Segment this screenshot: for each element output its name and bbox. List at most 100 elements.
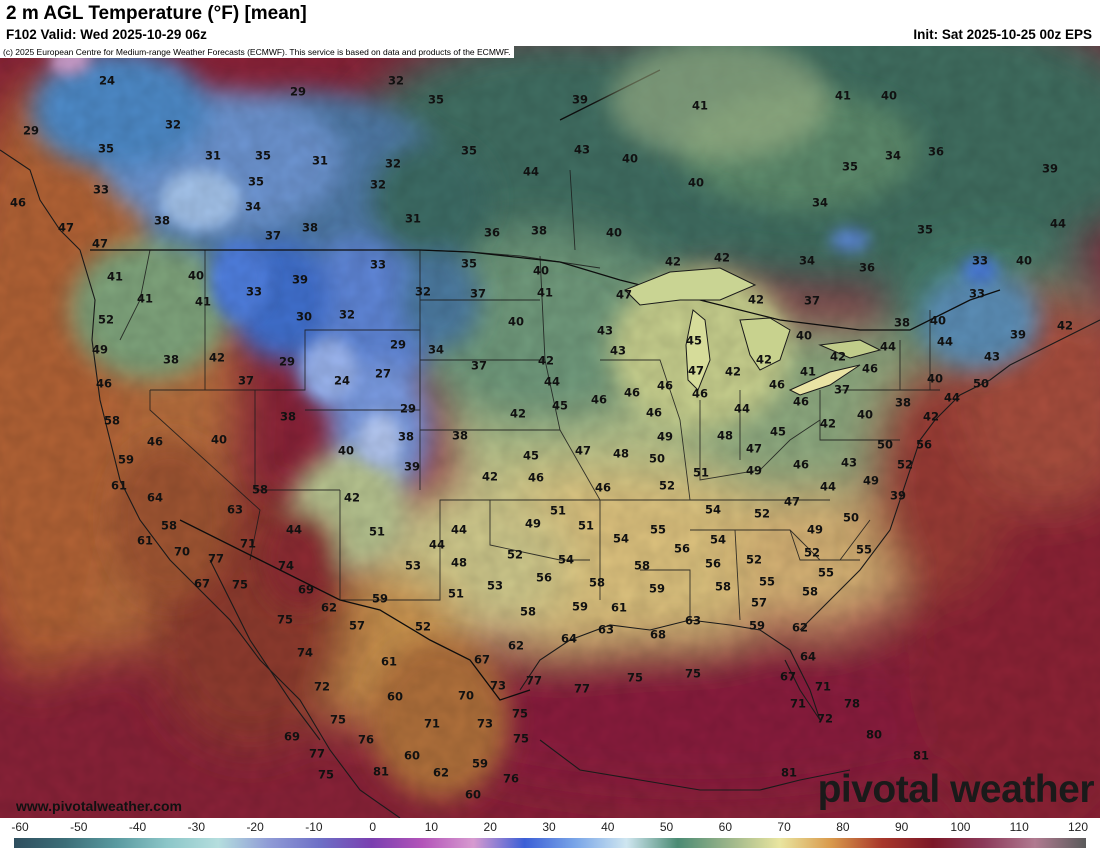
temperature-label: 67 bbox=[780, 670, 796, 684]
temperature-label: 48 bbox=[451, 556, 467, 570]
temperature-label: 42 bbox=[482, 470, 498, 484]
great-lakes bbox=[624, 267, 882, 396]
temperature-label: 39 bbox=[1010, 328, 1026, 342]
temperature-label: 46 bbox=[793, 458, 809, 472]
temperature-label: 46 bbox=[793, 395, 809, 409]
temperature-label: 55 bbox=[818, 566, 834, 580]
temperature-label: 38 bbox=[894, 316, 910, 330]
temperature-label: 42 bbox=[923, 410, 939, 424]
temperature-label: 60 bbox=[465, 788, 481, 802]
temperature-label: 56 bbox=[536, 571, 552, 585]
temperature-label: 80 bbox=[866, 728, 882, 742]
temperature-label: 64 bbox=[561, 632, 577, 646]
temperature-label: 40 bbox=[688, 176, 704, 190]
temperature-label: 36 bbox=[859, 261, 875, 275]
temperature-label: 34 bbox=[885, 149, 901, 163]
temperature-label: 27 bbox=[375, 367, 391, 381]
temperature-label: 51 bbox=[369, 525, 385, 539]
temperature-label: 34 bbox=[245, 200, 261, 214]
temperature-label: 35 bbox=[248, 175, 264, 189]
temperature-label: 52 bbox=[746, 553, 762, 567]
temperature-label: 59 bbox=[118, 453, 134, 467]
temperature-label: 29 bbox=[279, 355, 295, 369]
temperature-label: 63 bbox=[685, 614, 701, 628]
temperature-label: 38 bbox=[302, 221, 318, 235]
temperature-label: 35 bbox=[98, 142, 114, 156]
temperature-label: 35 bbox=[842, 160, 858, 174]
temperature-map: 24 32 29 35 39 41 40 41 29 32 35 31 35 31 32 35 43 40 34 36… bbox=[0, 46, 1100, 818]
temperature-label: 32 bbox=[385, 157, 401, 171]
colorbar-tick-label: -20 bbox=[246, 820, 264, 834]
temperature-label: 61 bbox=[137, 534, 153, 548]
temperature-label: 75 bbox=[627, 671, 643, 685]
state-borders bbox=[119, 169, 940, 621]
temperature-label: 41 bbox=[107, 270, 123, 284]
temperature-label: 47 bbox=[58, 221, 74, 235]
map-title: 2 m AGL Temperature (°F) [mean] bbox=[6, 3, 307, 24]
temperature-label: 63 bbox=[598, 623, 614, 637]
temperature-label: 46 bbox=[862, 362, 878, 376]
website-watermark: www.pivotalweather.com bbox=[16, 798, 182, 814]
temperature-label: 52 bbox=[415, 620, 431, 634]
colorbar-tick-label: 70 bbox=[777, 820, 791, 834]
temperature-label: 45 bbox=[552, 399, 568, 413]
temperature-label: 35 bbox=[255, 149, 271, 163]
temperature-label: 71 bbox=[424, 717, 440, 731]
temperature-label: 40 bbox=[211, 433, 227, 447]
temperature-label: 60 bbox=[387, 690, 403, 704]
temperature-label: 49 bbox=[746, 464, 762, 478]
temperature-label: 52 bbox=[897, 458, 913, 472]
temperature-label: 44 bbox=[880, 340, 896, 354]
temperature-label: 42 bbox=[344, 491, 360, 505]
temperature-label: 46 bbox=[692, 387, 708, 401]
temperature-label: 54 bbox=[558, 553, 574, 567]
temperature-label: 46 bbox=[657, 379, 673, 393]
temperature-label: 59 bbox=[372, 592, 388, 606]
temperature-label: 44 bbox=[937, 335, 953, 349]
temperature-label: 49 bbox=[807, 523, 823, 537]
colorbar-tick-label: 60 bbox=[718, 820, 733, 834]
temperature-field bbox=[0, 46, 1100, 818]
temperature-label: 38 bbox=[895, 396, 911, 410]
colorbar-tick-label: 20 bbox=[483, 820, 497, 834]
temperature-label: 69 bbox=[298, 583, 314, 597]
temperature-label: 72 bbox=[314, 680, 330, 694]
temperature-label: 54 bbox=[613, 532, 629, 546]
temperature-label: 47 bbox=[784, 495, 800, 509]
temperature-label: 49 bbox=[863, 474, 879, 488]
temperature-label: 33 bbox=[370, 258, 386, 272]
temperature-label: 58 bbox=[589, 576, 605, 590]
temperature-label: 40 bbox=[927, 372, 943, 386]
temperature-label: 45 bbox=[686, 334, 702, 348]
temperature-label: 40 bbox=[606, 226, 622, 240]
colorbar-tick-label: 80 bbox=[836, 820, 850, 834]
temperature-label: 77 bbox=[574, 682, 590, 696]
temperature-label: 40 bbox=[508, 315, 524, 329]
temperature-label: 58 bbox=[520, 605, 536, 619]
temperature-label: 46 bbox=[147, 435, 163, 449]
temperature-label: 52 bbox=[804, 546, 820, 560]
temperature-label: 44 bbox=[286, 523, 302, 537]
temperature-label: 37 bbox=[265, 229, 281, 243]
temperature-label: 41 bbox=[537, 286, 553, 300]
temperature-label: 47 bbox=[575, 444, 591, 458]
temperature-label: 38 bbox=[531, 224, 547, 238]
temperature-label: 47 bbox=[92, 237, 108, 251]
temperature-label: 61 bbox=[611, 601, 627, 615]
temperature-label: 43 bbox=[984, 350, 1000, 364]
temperature-label: 68 bbox=[650, 628, 666, 642]
temperature-label: 75 bbox=[330, 713, 346, 727]
temperature-label: 32 bbox=[370, 178, 386, 192]
temperature-label: 59 bbox=[749, 619, 765, 633]
temperature-label: 36 bbox=[484, 226, 500, 240]
temperature-label: 42 bbox=[510, 407, 526, 421]
temperature-label: 41 bbox=[835, 89, 851, 103]
temperature-label: 75 bbox=[277, 613, 293, 627]
temperature-label: 29 bbox=[400, 402, 416, 416]
temperature-label: 35 bbox=[917, 223, 933, 237]
temperature-label: 58 bbox=[104, 414, 120, 428]
temperature-label: 33 bbox=[246, 285, 262, 299]
temperature-label: 59 bbox=[649, 582, 665, 596]
colorbar-tick-label: 10 bbox=[424, 820, 439, 834]
temperature-label: 75 bbox=[318, 768, 334, 782]
